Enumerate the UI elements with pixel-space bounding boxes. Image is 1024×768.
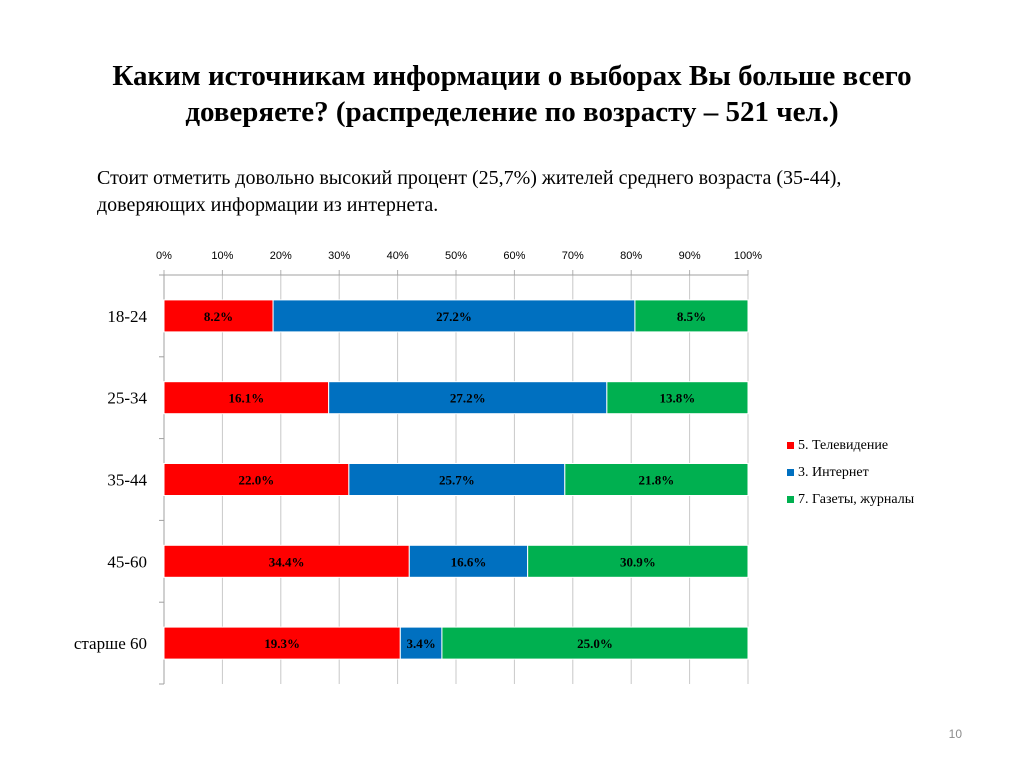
- category-labels: 18-24 25-34 35-44 45-60 старше 60: [74, 307, 148, 653]
- slide-subtitle: Стоит отметить довольно высокий процент …: [97, 167, 842, 216]
- x-tick-label: 70%: [562, 250, 584, 262]
- bar-segment: [163, 381, 330, 415]
- x-tick-label: 20%: [270, 250, 292, 262]
- category-label: 18-24: [107, 307, 147, 326]
- legend-swatch: [787, 496, 794, 503]
- x-tick-label: 40%: [387, 250, 409, 262]
- x-tick-label: 10%: [211, 250, 233, 262]
- bar-data-label: 34.4%: [269, 554, 305, 569]
- chart-axes: [159, 270, 749, 685]
- legend-item: 5. Телевидение: [787, 432, 914, 459]
- page-number: 10: [948, 727, 962, 741]
- bar-segment: [527, 544, 749, 578]
- legend-item: 3. Интернет: [787, 459, 914, 486]
- x-tick-labels: 0% 10% 20% 30% 40% 50% 60% 70% 80% 90% 100%: [156, 250, 762, 262]
- bars: [163, 299, 749, 660]
- legend-swatch: [787, 469, 794, 476]
- bar-segment: [634, 299, 749, 333]
- bar-data-label: 3.4%: [406, 636, 435, 651]
- bar-data-label: 13.8%: [660, 391, 696, 406]
- x-tick-label: 0%: [156, 250, 172, 262]
- bar-segment: [441, 626, 749, 660]
- bar-data-label: 8.2%: [204, 309, 233, 324]
- bar-data-label: 25.0%: [577, 636, 613, 651]
- bar-data-label: 16.6%: [451, 554, 487, 569]
- bar-data-label: 16.1%: [228, 391, 264, 406]
- category-label: 25-34: [107, 389, 147, 408]
- bar-data-label: 27.2%: [450, 391, 486, 406]
- bar-segment: [348, 463, 566, 496]
- bar-segment: [399, 626, 443, 660]
- x-tick-label: 100%: [734, 250, 762, 262]
- bar-segment: [328, 381, 608, 415]
- bar-segment: [163, 299, 274, 333]
- x-tick-label: 50%: [445, 250, 467, 262]
- legend-label: 7. Газеты, журналы: [798, 491, 915, 507]
- legend-swatch: [787, 442, 794, 449]
- category-label: 35-44: [107, 471, 147, 490]
- bar-data-label: 21.8%: [639, 473, 675, 488]
- x-tick-label: 80%: [620, 250, 642, 262]
- bar-data-label: 8.5%: [677, 309, 706, 324]
- bar-data-label: 22.0%: [239, 473, 275, 488]
- bar-data-label: 25.7%: [439, 473, 475, 488]
- chart-gridlines: [221, 275, 749, 684]
- category-label: старше 60: [74, 634, 147, 653]
- x-tick-label: 90%: [679, 250, 701, 262]
- bar-segment: [408, 544, 529, 578]
- bar-data-label: 27.2%: [436, 309, 472, 324]
- legend-item: 7. Газеты, журналы: [787, 486, 914, 513]
- legend-label: 5. Телевидение: [798, 437, 889, 453]
- bar-segment: [163, 463, 350, 496]
- bar-segment: [163, 544, 410, 578]
- bar-data-label: 19.3%: [264, 636, 300, 651]
- bar-segment: [272, 299, 636, 333]
- chart-legend: 5. Телевидение 3. Интернет 7. Газеты, журн…: [787, 432, 914, 513]
- bar-data-label: 30.9%: [620, 554, 656, 569]
- x-tick-label: 30%: [328, 250, 350, 262]
- data-labels: 8.2% 27.2% 8.5% 16.1% 27.2% 13.8% 22.0% 25.7% 21…: [204, 309, 706, 651]
- category-label: 45-60: [107, 552, 147, 571]
- bar-segment: [163, 626, 401, 660]
- legend-label: 3. Интернет: [798, 464, 869, 480]
- x-tick-label: 60%: [503, 250, 525, 262]
- bar-segment: [564, 463, 749, 496]
- slide-title: Каким источникам информации о выборах Вы…: [112, 60, 912, 128]
- bar-segment: [606, 381, 749, 415]
